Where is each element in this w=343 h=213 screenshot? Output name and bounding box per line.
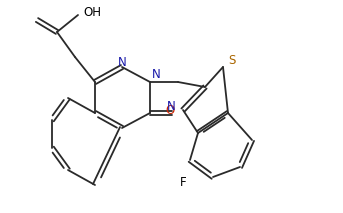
Text: O: O [165,104,174,117]
Text: N: N [167,101,176,114]
Text: F: F [180,176,186,189]
Text: S: S [228,53,235,66]
Text: OH: OH [83,6,101,19]
Text: N: N [118,56,126,69]
Text: N: N [152,69,161,82]
